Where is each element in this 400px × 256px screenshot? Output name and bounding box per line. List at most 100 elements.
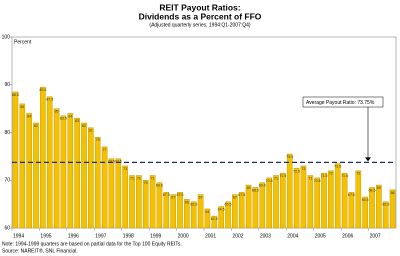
value-label: 67: [199, 196, 203, 200]
y-tick-label: 80: [4, 130, 10, 136]
y-tick-label: 70: [4, 178, 10, 184]
value-label: 71: [151, 176, 155, 180]
source: Source: NAREIT®, SNL Financial.: [2, 247, 78, 254]
bar: [163, 191, 170, 229]
value-label: 64: [205, 210, 209, 214]
bar: [259, 182, 266, 229]
value-label: 82: [82, 124, 86, 128]
bar: [136, 175, 142, 229]
bar: [170, 194, 176, 229]
value-label: 71: [137, 176, 141, 180]
bar: [94, 137, 101, 229]
bar: [382, 201, 389, 229]
bar: [190, 201, 197, 229]
bar: [101, 146, 108, 229]
bar: [60, 115, 67, 229]
value-label: 68.5: [252, 188, 259, 192]
value-label: 65.5: [382, 203, 389, 207]
bar: [341, 172, 348, 229]
value-label: 75.5: [286, 155, 293, 159]
bar: [321, 172, 327, 229]
value-label: 66: [185, 200, 189, 204]
value-label: 70: [144, 181, 148, 185]
bar: [129, 175, 135, 229]
value-label: 87.5: [46, 98, 53, 102]
value-label: 73.5: [334, 164, 341, 168]
value-label: 67.5: [177, 193, 184, 197]
bar: [225, 201, 231, 229]
bar: [328, 170, 334, 229]
bar: [197, 194, 204, 229]
x-tick-label: 2001: [205, 233, 216, 239]
x-tick-label: 2004: [287, 233, 298, 239]
bar: [19, 103, 26, 229]
value-label: 82: [34, 124, 38, 128]
value-label: 71.5: [279, 174, 286, 178]
arrow-head: [365, 157, 371, 162]
x-tick-label: 1999: [150, 233, 161, 239]
bar: [33, 122, 39, 229]
bar: [142, 180, 149, 229]
value-label: 67: [171, 196, 175, 200]
value-label: 89.5: [39, 88, 46, 92]
y-tick-label: 90: [4, 82, 10, 88]
x-tick-label: 2000: [178, 233, 189, 239]
value-label: 74.5: [115, 160, 122, 164]
x-tick-label: 1998: [123, 233, 134, 239]
bar: [53, 108, 60, 229]
annotation: Average Payout Ratio: 73.75%: [306, 100, 375, 106]
value-label: 68: [391, 191, 395, 195]
bar: [293, 168, 300, 229]
value-label: 71.5: [341, 174, 348, 178]
value-label: 71.5: [321, 174, 328, 178]
value-label: 64.5: [218, 207, 225, 211]
bar: [26, 113, 32, 229]
value-label: 77: [103, 148, 107, 152]
bar: [204, 208, 211, 229]
bar: [307, 175, 314, 229]
value-label: 67.5: [163, 193, 170, 197]
value-label: 83.5: [60, 117, 67, 121]
value-label: 70.5: [266, 179, 273, 183]
bar: [108, 158, 115, 229]
bar: [376, 184, 382, 229]
value-label: 65.5: [225, 203, 232, 207]
bar: [40, 86, 46, 229]
value-label: 79: [96, 138, 100, 142]
bar: [252, 187, 259, 229]
x-tick-label: 2005: [315, 233, 326, 239]
bar: [81, 122, 87, 229]
value-label: 69: [377, 186, 381, 190]
y-axis-label: Percent: [14, 39, 32, 45]
value-label: 71: [130, 176, 134, 180]
value-label: 69.5: [259, 184, 266, 188]
value-label: 67.5: [348, 193, 355, 197]
bar: [218, 206, 224, 229]
value-label: 88.5: [12, 93, 19, 97]
value-label: 67: [233, 196, 237, 200]
x-tick-label: 2007: [370, 233, 381, 239]
bar: [122, 165, 128, 229]
value-label: 69.5: [156, 184, 163, 188]
bar: [67, 113, 74, 229]
value-label: 81: [89, 129, 93, 133]
value-label: 71: [308, 176, 312, 180]
bar: [88, 127, 94, 229]
x-tick-label: 2002: [232, 233, 243, 239]
bar: [389, 189, 396, 229]
value-label: 70.5: [314, 179, 321, 183]
value-label: 72: [329, 172, 333, 176]
bar: [232, 194, 238, 229]
bar: [245, 184, 252, 229]
value-label: 74.5: [108, 160, 115, 164]
bar: [300, 165, 307, 229]
value-label: 72: [356, 172, 360, 176]
bar: [355, 170, 362, 229]
bar: [314, 177, 320, 229]
chart-subtitle: Dividends as a Percent of FFO: [139, 11, 262, 21]
value-label: 73: [301, 167, 305, 171]
value-label: 68.5: [369, 188, 376, 192]
chart-title: REIT Payout Ratios:: [159, 2, 240, 12]
x-tick-label: 1997: [95, 233, 106, 239]
